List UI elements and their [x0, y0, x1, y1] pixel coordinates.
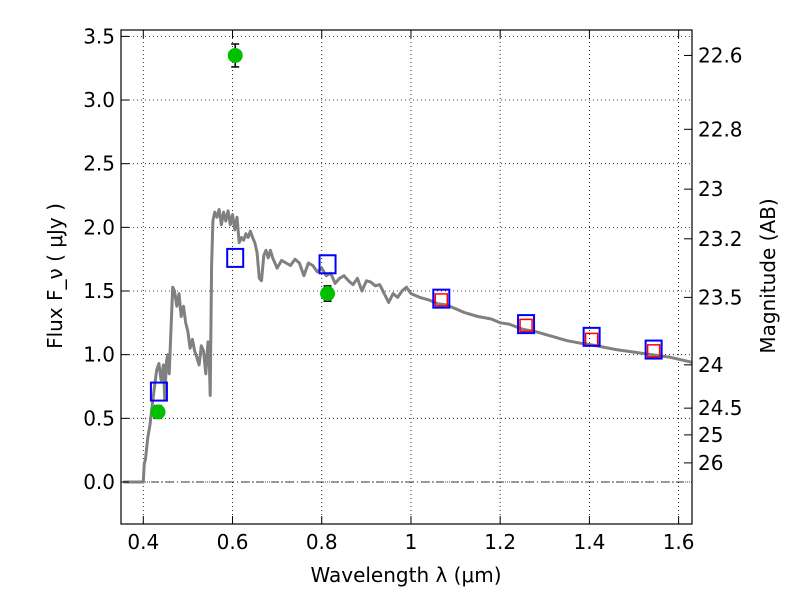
red-band-marker	[519, 318, 533, 333]
y2-tick-label: 24.5	[698, 396, 743, 420]
model-band-square	[226, 247, 245, 268]
y-tick-label: 0.0	[83, 470, 115, 494]
y2-tick-label: 23.5	[698, 285, 743, 309]
y2-tick-label: 26	[698, 451, 723, 475]
model-band-square	[432, 288, 451, 309]
model-band-square	[582, 326, 601, 347]
y2-tick-label: 23	[698, 177, 723, 201]
y-tick-label: 3.0	[83, 88, 115, 112]
x-axis-title: Wavelength λ (μm)	[310, 563, 501, 587]
y-tick-label: 1.5	[83, 279, 115, 303]
photometry-point	[227, 47, 243, 63]
plot-frame	[120, 29, 693, 525]
model-band-square	[149, 381, 168, 402]
sed-model-line	[123, 208, 693, 484]
y-tick-label: 2.5	[83, 152, 115, 176]
red-band-marker	[434, 293, 449, 307]
x-tick-label: 0.6	[217, 530, 249, 554]
red-band-marker	[646, 344, 661, 358]
y2-tick-label: 22.6	[698, 43, 743, 67]
y2-axis-ticks: 22.6 22.8 23 23.2 23.5 24 24.5 25 26	[684, 43, 743, 475]
y-tick-label: 0.5	[83, 406, 115, 430]
model-band-square	[517, 314, 536, 335]
y-axis-ticks: 0.0 0.5 1.0 1.5 2.0 2.5 3.0 3.5	[83, 24, 129, 494]
y-tick-label: 2.0	[83, 215, 115, 239]
photometry-point	[320, 286, 336, 302]
y-axis-title: Flux F_ν ( μJy )	[43, 203, 67, 349]
x-axis-ticks: 0.4 0.6 0.8 1 1.2 1.4 1.6	[127, 30, 695, 554]
y2-tick-label: 24	[698, 353, 723, 377]
model-band-square	[318, 254, 337, 275]
y2-axis-title: Magnitude (AB)	[756, 198, 780, 353]
photometry-point	[150, 404, 166, 420]
y2-tick-label: 23.2	[698, 227, 743, 251]
plot-series	[123, 43, 693, 484]
y2-tick-label: 25	[698, 423, 723, 447]
x-tick-label: 0.8	[306, 530, 338, 554]
y-tick-label: 1.0	[83, 343, 115, 367]
y2-tick-label: 22.8	[698, 117, 743, 141]
x-tick-label: 1	[405, 530, 418, 554]
x-tick-label: 1.2	[484, 530, 516, 554]
y-tick-label: 3.5	[83, 24, 115, 48]
x-tick-label: 1.4	[573, 530, 605, 554]
x-tick-label: 1.6	[663, 530, 695, 554]
model-band-square	[644, 339, 663, 360]
x-tick-label: 0.4	[127, 530, 159, 554]
